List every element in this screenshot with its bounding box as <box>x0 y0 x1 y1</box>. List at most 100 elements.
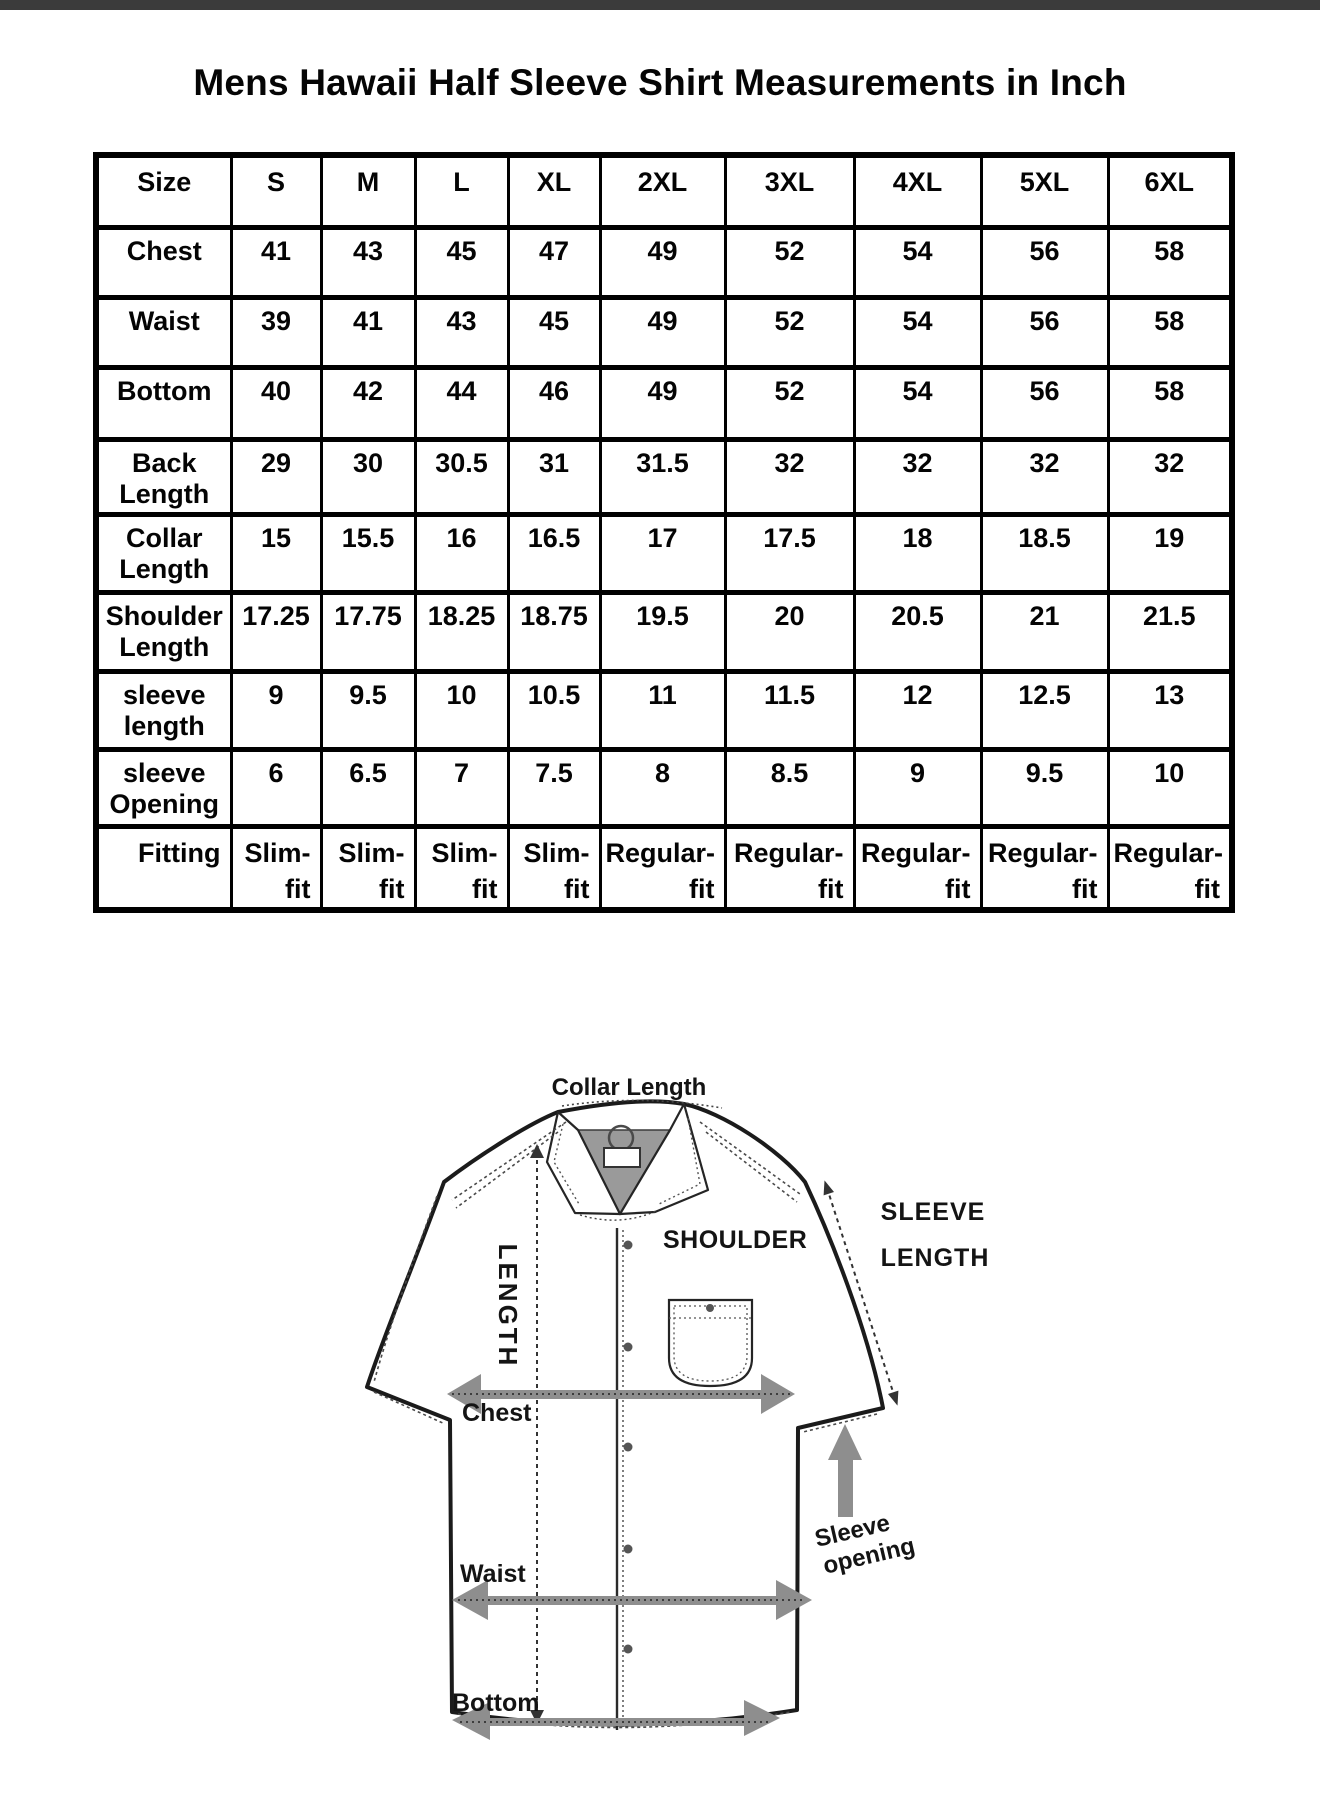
measurement-value: 44 <box>413 364 510 442</box>
collar-right-flap <box>618 1102 710 1216</box>
sleeve-length-label-line2: LENGTH <box>881 1244 990 1272</box>
column-header: M <box>319 152 417 230</box>
measurement-value: 32 <box>1106 436 1234 517</box>
measurement-value: 49 <box>598 364 727 442</box>
measurement-value: 10.5 <box>506 668 602 752</box>
measurement-value: 17 <box>598 511 727 595</box>
measurement-value: 9.5 <box>319 668 417 752</box>
bottom-arrow <box>452 1700 780 1740</box>
collar-bottom-stitch <box>579 1210 657 1221</box>
table-row: Shoulder Length 17.25 17.75 18.25 18.75 19.5 2… <box>94 589 1234 674</box>
measurement-value: 58 <box>1106 224 1234 300</box>
header-row: Size S M L XL 2XL 3XL 4XL 5XL 6XL <box>94 152 1234 230</box>
measurement-value: 8 <box>598 746 727 829</box>
column-header: 4XL <box>852 152 983 230</box>
measurement-value: Regular- fit <box>852 823 983 912</box>
measurement-value: 41 <box>319 294 417 370</box>
measurement-value: 49 <box>598 294 727 370</box>
measurement-value: 7 <box>413 746 510 829</box>
measurement-value: 54 <box>852 224 983 300</box>
column-header: S <box>229 152 323 230</box>
row-label: Waist <box>94 294 233 370</box>
neck-label <box>603 1147 641 1168</box>
measurement-value: 9 <box>852 746 983 829</box>
top-bar <box>0 0 1320 10</box>
column-header: 2XL <box>598 152 727 230</box>
sleeve-opening-arrow <box>828 1424 862 1517</box>
measurement-value: 40 <box>229 364 323 442</box>
bottom-label: Bottom <box>452 1689 539 1717</box>
measurement-value: 47 <box>506 224 602 300</box>
measurement-value: 12 <box>852 668 983 752</box>
sleeve-length-label-line1: SLEEVE <box>881 1198 986 1226</box>
measurement-value: 20 <box>723 589 856 674</box>
measurement-value: 45 <box>413 224 510 300</box>
table-row: Chest 41 43 45 47 49 52 54 56 58 <box>94 224 1234 300</box>
measurement-value: 31 <box>506 436 602 517</box>
chest-arrow <box>447 1374 795 1414</box>
measurement-value: 30 <box>319 436 417 517</box>
row-label: Back Length <box>94 436 233 517</box>
measurement-value: 9 <box>229 668 323 752</box>
measurement-value: 52 <box>723 294 856 370</box>
row-label: sleeve length <box>94 668 233 752</box>
measurement-value: 32 <box>979 436 1110 517</box>
measurement-value: 30.5 <box>413 436 510 517</box>
measurement-value: 11 <box>598 668 727 752</box>
measurement-value: 43 <box>413 294 510 370</box>
measurement-value: Slim- fit <box>413 823 510 912</box>
measurement-value: 41 <box>229 224 323 300</box>
measurement-value: 15 <box>229 511 323 595</box>
table-row: Bottom 40 42 44 46 49 52 54 56 58 <box>94 364 1234 442</box>
collar-length-label: Collar Length <box>552 1074 707 1101</box>
length-label: LENGTH <box>493 1244 523 1369</box>
measurement-value: Regular- fit <box>979 823 1110 912</box>
chest-pocket <box>667 1298 754 1388</box>
measurement-value: Regular- fit <box>723 823 856 912</box>
measurement-value: 52 <box>723 224 856 300</box>
measurement-value: Slim- fit <box>506 823 602 912</box>
row-label: Bottom <box>94 364 233 442</box>
table-row: sleeve length 9 9.5 10 10.5 11 11.5 12 12.5 13 <box>94 668 1234 752</box>
table-row: sleeve Opening 6 6.5 7 7.5 8 8.5 9 9.5 10 <box>94 746 1234 829</box>
waist-arrow <box>452 1580 812 1620</box>
measurement-value: 15.5 <box>319 511 417 595</box>
measurement-value: 10 <box>1106 746 1234 829</box>
shirt-measurement-diagram: Collar Length SHOULDER SLEEVE LENGTH LEN… <box>300 1060 1020 1772</box>
measurement-value: 43 <box>319 224 417 300</box>
waist-label: Waist <box>460 1560 526 1588</box>
measurement-value: 19 <box>1106 511 1234 595</box>
row-label: Chest <box>94 224 233 300</box>
measurement-value: 54 <box>852 294 983 370</box>
measurement-value: 18.5 <box>979 511 1110 595</box>
measurement-value: 49 <box>598 224 727 300</box>
measurement-value: 6.5 <box>319 746 417 829</box>
measurement-value: Slim- fit <box>319 823 417 912</box>
buttons <box>623 1240 633 1654</box>
measurement-value: 42 <box>319 364 417 442</box>
measurement-value: 52 <box>723 364 856 442</box>
row-label: Fitting <box>94 823 233 912</box>
shoulder-label: SHOULDER <box>663 1226 807 1254</box>
column-header: L <box>413 152 510 230</box>
measurement-value: 58 <box>1106 364 1234 442</box>
measurement-value: 21.5 <box>1106 589 1234 674</box>
row-label: sleeve Opening <box>94 746 233 829</box>
measurement-value: 54 <box>852 364 983 442</box>
column-header: XL <box>506 152 602 230</box>
measurement-value: 16.5 <box>506 511 602 595</box>
chest-label: Chest <box>462 1399 532 1427</box>
shirt-diagram-canvas: Collar Length SHOULDER SLEEVE LENGTH LEN… <box>365 1074 990 1740</box>
measurement-value: 17.75 <box>319 589 417 674</box>
measurement-value: 32 <box>723 436 856 517</box>
measurement-value: Slim- fit <box>229 823 323 912</box>
measurement-value: 18 <box>852 511 983 595</box>
table-row: Collar Length 15 15.5 16 16.5 17 17.5 18 18.5 19 <box>94 511 1234 595</box>
measurement-value: Regular- fit <box>598 823 727 912</box>
table-row: Waist 39 41 43 45 49 52 54 56 58 <box>94 294 1234 370</box>
measurement-value: 12.5 <box>979 668 1110 752</box>
measurement-value: 56 <box>979 224 1110 300</box>
measurement-value: 9.5 <box>979 746 1110 829</box>
measurement-value: 13 <box>1106 668 1234 752</box>
